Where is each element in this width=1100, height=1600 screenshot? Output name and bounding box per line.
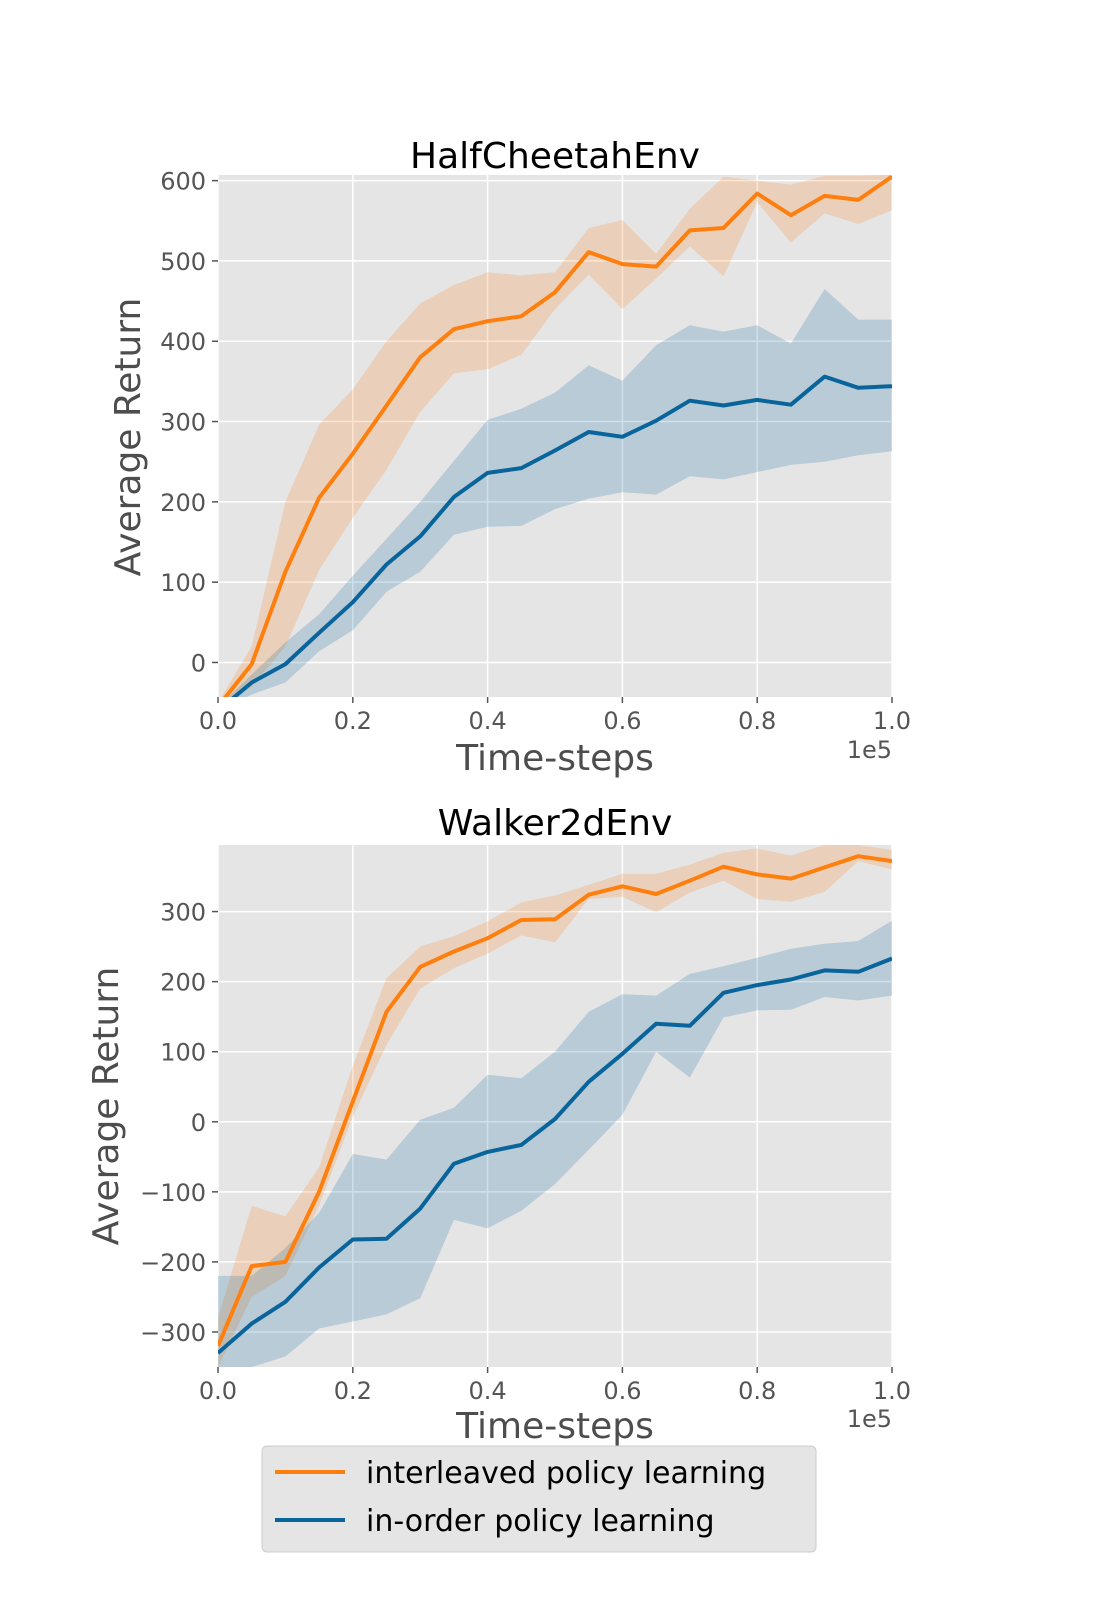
y-tick-label: 600 xyxy=(160,168,206,196)
y-tick-labels: −300 −200 −100 0 100 200 300 xyxy=(140,899,218,1347)
x-axis-label: Time-steps xyxy=(455,1406,654,1447)
series-line xyxy=(223,175,892,697)
legend-box xyxy=(261,1445,817,1553)
x-tick-label: 0.2 xyxy=(334,1377,372,1405)
chart-halfcheetah: 0.0 0.2 0.4 0.6 0.8 1.0 0 100 200 300 400 500 600 H… xyxy=(108,136,911,779)
x-tick-label: 0.8 xyxy=(738,707,776,735)
confidence-band xyxy=(218,920,892,1367)
x-axis-label: Time-steps xyxy=(455,738,654,779)
y-tick-label: 400 xyxy=(160,328,206,356)
plot-area xyxy=(218,845,892,1367)
gridlines xyxy=(217,845,893,1367)
plot-area xyxy=(218,175,892,697)
chart-title: HalfCheetahEnv xyxy=(410,136,700,177)
x-tick-label: 0.8 xyxy=(738,1377,776,1405)
x-tick-label: 0.0 xyxy=(199,1377,237,1405)
series-line xyxy=(218,956,892,1355)
x-tick-labels: 0.0 0.2 0.4 0.6 0.8 1.0 xyxy=(199,697,911,735)
x-tick-label: 1.0 xyxy=(873,707,911,735)
x-tick-label: 0.4 xyxy=(469,707,507,735)
y-tick-labels: 0 100 200 300 400 500 600 xyxy=(160,168,218,677)
chart-walker2d: 0.0 0.2 0.4 0.6 0.8 1.0 −300 −200 −100 0 100 200 30… xyxy=(86,803,911,1447)
x-tick-label: 1.0 xyxy=(873,1377,911,1405)
y-tick-label: 0 xyxy=(191,649,206,677)
y-tick-label: −100 xyxy=(140,1179,206,1207)
y-tick-label: −300 xyxy=(140,1319,206,1347)
y-axis-label: Average Return xyxy=(86,967,127,1246)
y-tick-label: 300 xyxy=(160,409,206,437)
x-tick-label: 0.4 xyxy=(469,1377,507,1405)
series-lines xyxy=(223,175,892,697)
x-axis-offset-label: 1e5 xyxy=(847,1405,892,1433)
x-tick-labels: 0.0 0.2 0.4 0.6 0.8 1.0 xyxy=(199,1367,911,1405)
x-tick-label: 0.6 xyxy=(603,1377,641,1405)
x-tick-label: 0.2 xyxy=(334,707,372,735)
y-tick-label: 0 xyxy=(191,1109,206,1137)
y-tick-label: 100 xyxy=(160,1039,206,1067)
y-axis-label: Average Return xyxy=(108,298,149,577)
x-tick-label: 0.0 xyxy=(199,707,237,735)
confidence-bands xyxy=(221,175,892,697)
y-tick-label: 200 xyxy=(160,969,206,997)
y-tick-label: 100 xyxy=(160,569,206,597)
confidence-band xyxy=(228,289,892,697)
legend-label-interleaved: interleaved policy learning xyxy=(366,1456,766,1491)
y-tick-label: 200 xyxy=(160,489,206,517)
x-tick-label: 0.6 xyxy=(603,707,641,735)
legend-label-inorder: in-order policy learning xyxy=(366,1504,715,1539)
gridlines xyxy=(217,175,893,697)
legend: interleaved policy learning in-order pol… xyxy=(261,1445,817,1553)
x-axis-offset-label: 1e5 xyxy=(847,736,892,764)
y-tick-label: 500 xyxy=(160,248,206,276)
confidence-band xyxy=(221,175,892,697)
series-line xyxy=(218,854,892,1347)
series-lines xyxy=(218,854,892,1355)
series-line xyxy=(231,374,892,697)
y-tick-label: −200 xyxy=(140,1249,206,1277)
y-tick-label: 300 xyxy=(160,899,206,927)
chart-title: Walker2dEnv xyxy=(438,803,673,844)
